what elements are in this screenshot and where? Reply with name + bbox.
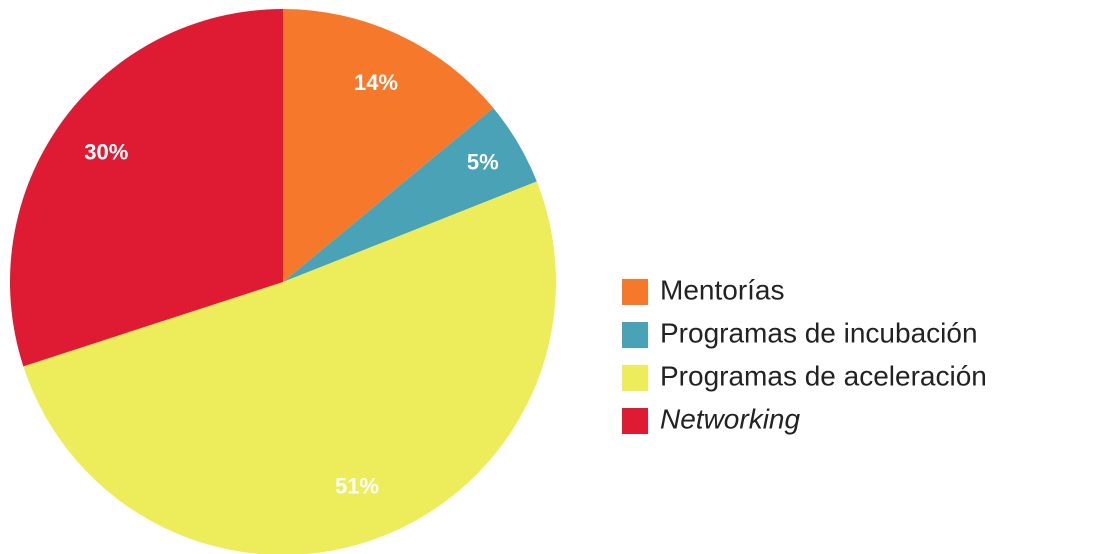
slice-label: 30% (84, 139, 128, 164)
pie-slice (9, 9, 284, 367)
slice-label: 5% (467, 150, 499, 175)
pie-slice (283, 107, 537, 283)
slice-label: 51% (335, 473, 379, 498)
legend-swatch (622, 322, 648, 348)
legend-swatch (622, 279, 648, 305)
legend-label: Networking (660, 403, 800, 434)
legend-label: Programas de aceleración (660, 360, 987, 391)
legend-label: Mentorías (660, 274, 785, 305)
pie-slice (283, 9, 494, 282)
legend-swatch (622, 365, 648, 391)
slice-label: 14% (354, 70, 398, 95)
legend-swatch (622, 408, 648, 434)
pie-slice (23, 181, 556, 554)
legend-label: Programas de incubación (660, 317, 978, 348)
